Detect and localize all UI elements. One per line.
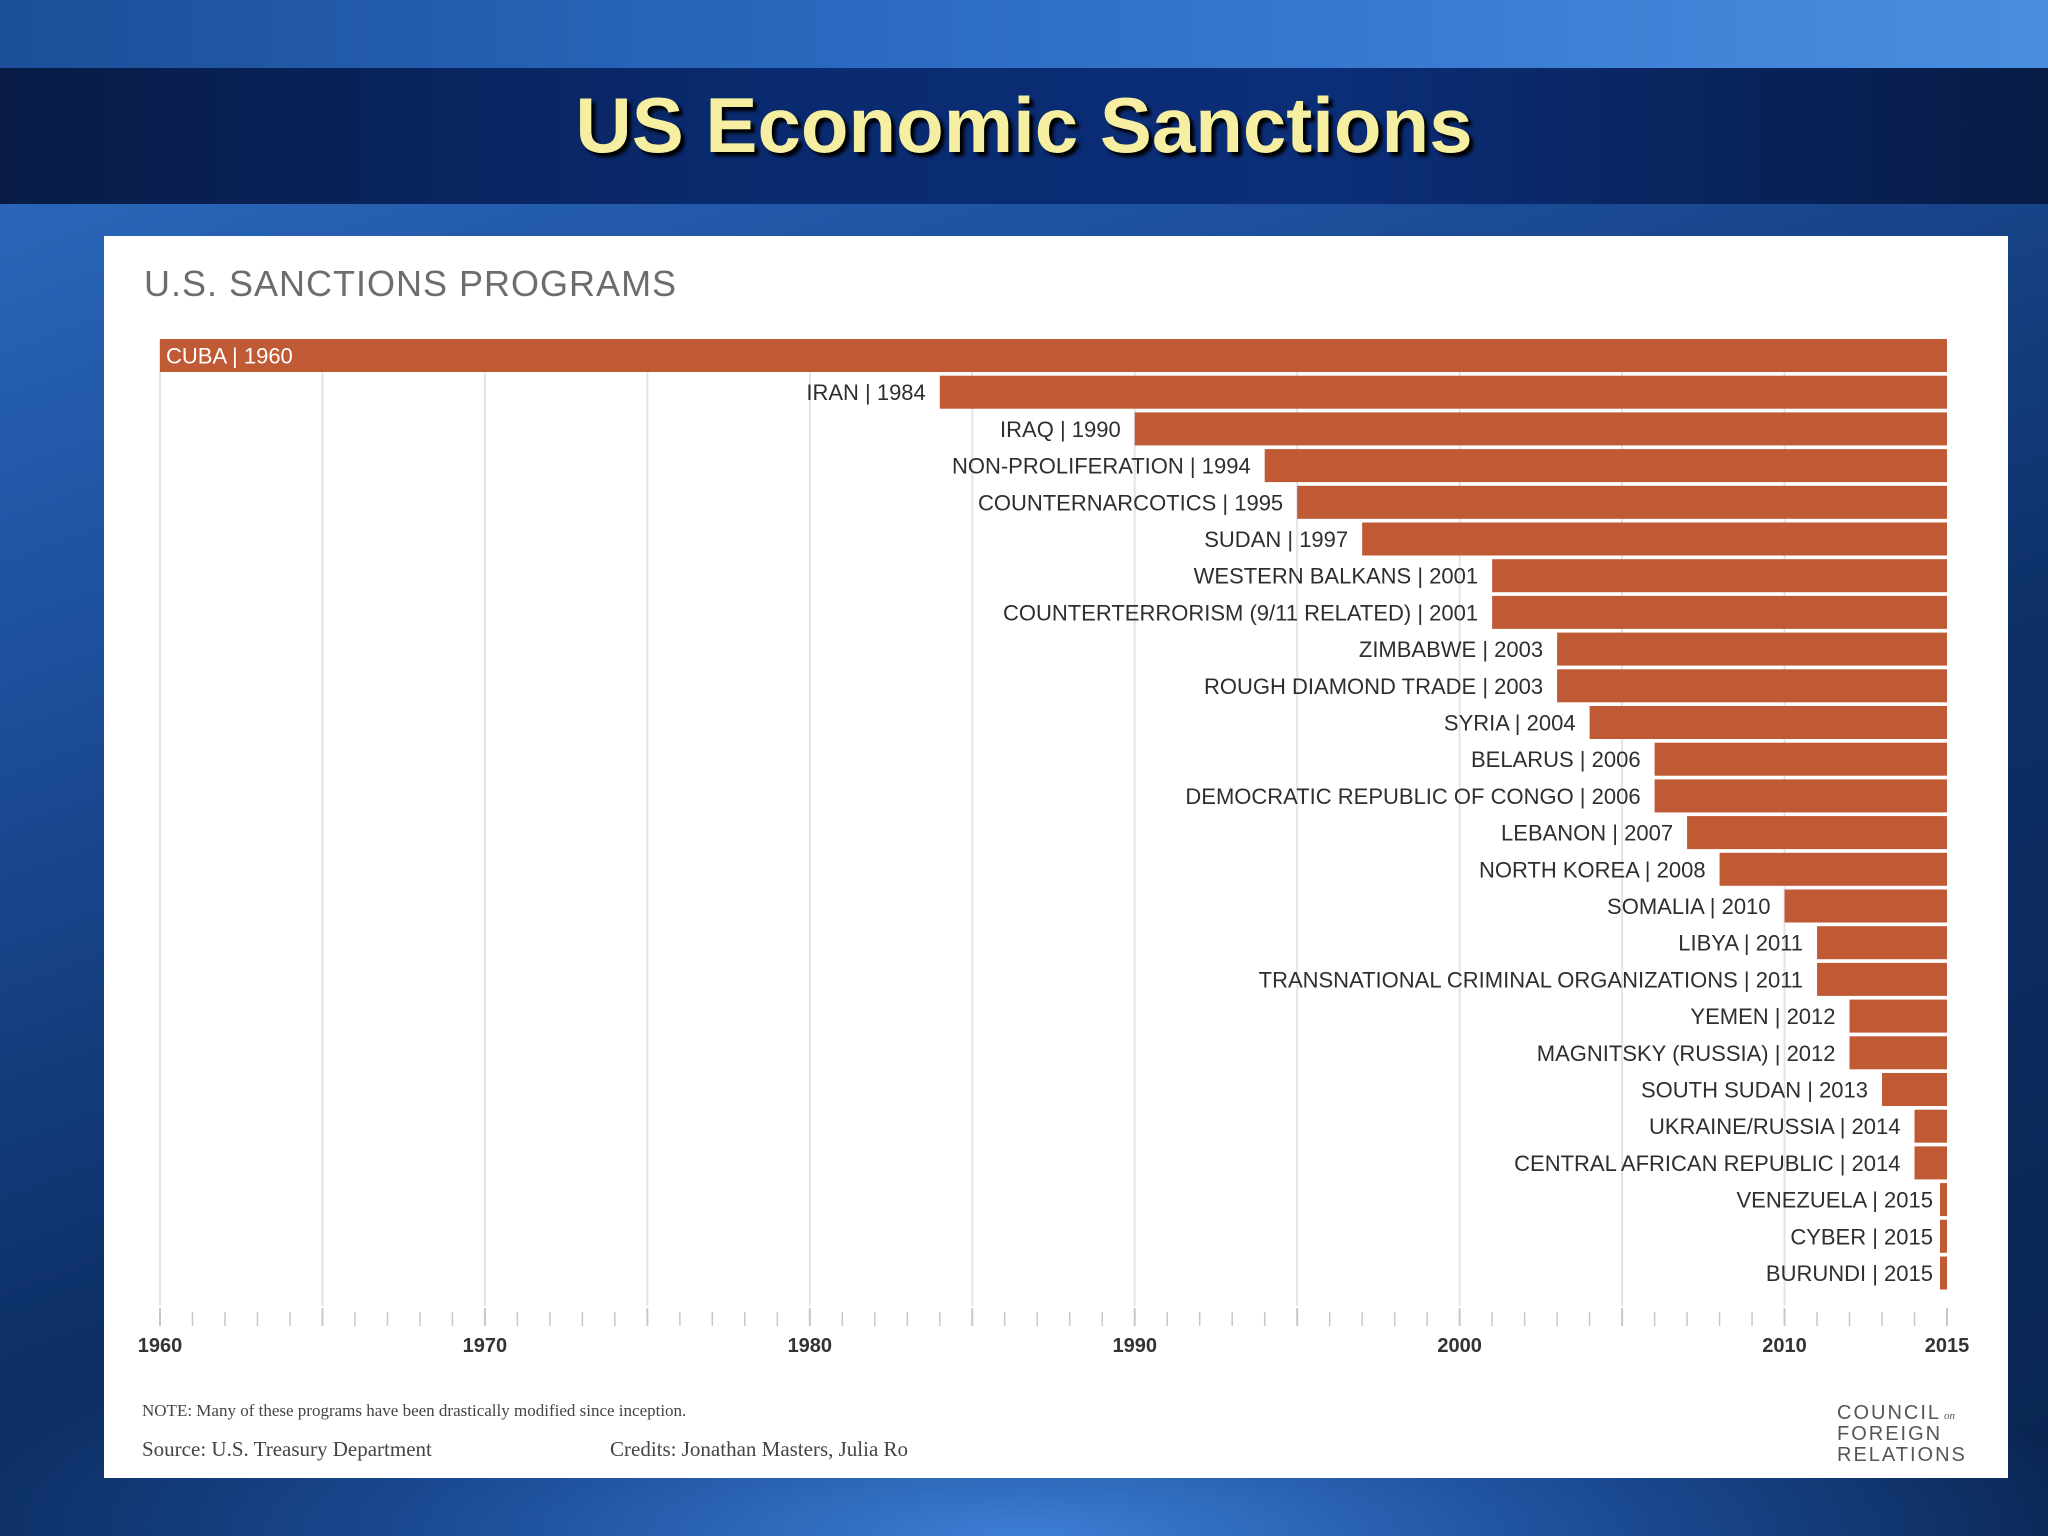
logo-line3: RELATIONS xyxy=(1837,1444,1967,1466)
bar-label: UKRAINE/RUSSIA | 2014 xyxy=(1649,1114,1901,1139)
bar-label: NORTH KOREA | 2008 xyxy=(1479,857,1706,882)
slide-title: US Economic Sanctions xyxy=(575,81,1473,169)
bar-label: SOMALIA | 2010 xyxy=(1607,894,1770,919)
logo-line1: COUNCIL xyxy=(1837,1402,1941,1424)
bar-label: COUNTERTERRORISM (9/11 RELATED) | 2001 xyxy=(1003,600,1478,625)
bar xyxy=(1492,559,1947,593)
bar-label: NON-PROLIFERATION | 1994 xyxy=(952,454,1251,479)
bar-label: YEMEN | 2012 xyxy=(1690,1004,1835,1029)
bar xyxy=(1882,1073,1947,1106)
bar xyxy=(1654,742,1947,776)
bar-layer: CUBA | 1960 IRAN | 1984 IRAQ | 1990 NON-PRO… xyxy=(160,339,1947,1290)
bar-label: DEMOCRATIC REPUBLIC OF CONGO | 2006 xyxy=(1185,784,1640,809)
bar xyxy=(1817,962,1947,996)
logo-line1-small: on xyxy=(1944,1410,1956,1422)
bar-label: LIBYA | 2011 xyxy=(1678,931,1803,956)
bar xyxy=(1849,1036,1947,1070)
bar xyxy=(1654,779,1947,813)
bar-label: WESTERN BALKANS | 2001 xyxy=(1194,564,1479,589)
bar-label: BURUNDI | 2015 xyxy=(1766,1261,1933,1286)
bar xyxy=(1492,595,1947,629)
chart-panel: U.S. SANCTIONS PROGRAMS CUBA | 1960 IRAN … xyxy=(104,236,2008,1478)
chart-note: NOTE: Many of these programs have been d… xyxy=(142,1401,686,1420)
bar xyxy=(1557,669,1947,703)
chart-title: U.S. SANCTIONS PROGRAMS xyxy=(144,263,677,304)
tick-label: 2010 xyxy=(1762,1335,1807,1357)
bar-label: CENTRAL AFRICAN REPUBLIC | 2014 xyxy=(1514,1151,1900,1176)
bar xyxy=(1914,1146,1947,1180)
logo-line2: FOREIGN xyxy=(1837,1423,1942,1445)
bar-label: BELARUS | 2006 xyxy=(1471,747,1641,772)
tick-label: 1980 xyxy=(788,1335,833,1357)
bar-label: COUNTERNARCOTICS | 1995 xyxy=(978,490,1283,515)
bar xyxy=(1297,485,1947,519)
bar xyxy=(1940,1219,1947,1253)
tick-label: 1990 xyxy=(1112,1335,1157,1357)
bar xyxy=(939,375,1947,409)
bar-label: LEBANON | 2007 xyxy=(1501,821,1673,846)
chart-source: Source: U.S. Treasury Department xyxy=(142,1437,432,1461)
bar xyxy=(1940,1183,1947,1217)
bar xyxy=(1134,412,1947,446)
bar xyxy=(1940,1256,1947,1290)
bar-label: MAGNITSKY (RUSSIA) | 2012 xyxy=(1537,1041,1836,1066)
bar-label: IRAN | 1984 xyxy=(806,380,925,405)
bar xyxy=(1362,522,1947,556)
bar-label: IRAQ | 1990 xyxy=(1000,417,1121,442)
bar-label: SOUTH SUDAN | 2013 xyxy=(1641,1078,1868,1103)
bar xyxy=(1264,449,1947,483)
bar xyxy=(1784,889,1947,923)
chart-credits: Credits: Jonathan Masters, Julia Ro xyxy=(610,1437,908,1461)
tick-label: 2015 xyxy=(1925,1335,1970,1357)
bar-label: ROUGH DIAMOND TRADE | 2003 xyxy=(1204,674,1543,699)
bar-label: ZIMBABWE | 2003 xyxy=(1359,637,1543,662)
sanctions-chart: U.S. SANCTIONS PROGRAMS CUBA | 1960 IRAN … xyxy=(138,263,1970,1466)
cfr-logo: COUNCIL on FOREIGN RELATIONS xyxy=(1837,1402,1967,1466)
bar xyxy=(160,339,1947,372)
tick-label: 2000 xyxy=(1437,1335,1482,1357)
bar-label: SUDAN | 1997 xyxy=(1204,527,1348,552)
bar xyxy=(1687,816,1947,850)
bar-label: TRANSNATIONAL CRIMINAL ORGANIZATIONS | 2… xyxy=(1259,967,1803,992)
bar xyxy=(1589,706,1947,739)
bar xyxy=(1719,852,1947,886)
bar-label: SYRIA | 2004 xyxy=(1444,711,1576,736)
bar-label: CYBER | 2015 xyxy=(1790,1224,1933,1249)
bar xyxy=(1914,1109,1947,1143)
x-axis: 1960 1970 1980 1990 2000 2010 2015 xyxy=(138,1308,1970,1357)
bar xyxy=(1557,632,1947,666)
bar xyxy=(1817,926,1947,960)
tick-label: 1960 xyxy=(138,1335,183,1357)
bar-label: VENEZUELA | 2015 xyxy=(1737,1188,1934,1213)
slide-background-top xyxy=(0,0,2048,68)
bar xyxy=(1849,999,1947,1033)
bar-label: CUBA | 1960 xyxy=(166,344,293,369)
tick-label: 1970 xyxy=(463,1335,508,1357)
title-band xyxy=(0,68,2048,204)
